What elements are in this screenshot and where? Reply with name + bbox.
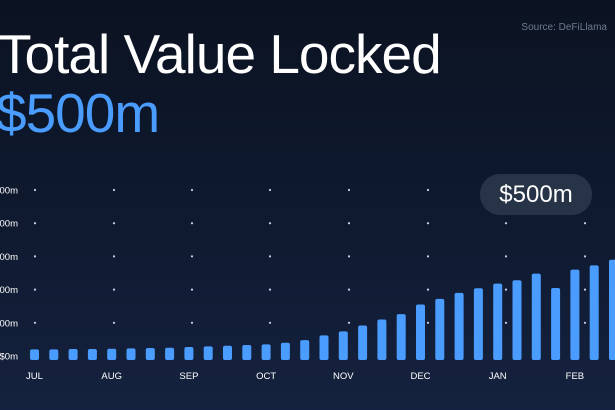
- headline-value: $500m: [0, 82, 160, 144]
- grid-dot: [347, 222, 351, 225]
- bar: [68, 349, 78, 360]
- bar: [589, 265, 599, 360]
- bar: [280, 342, 290, 360]
- x-tick-label: SEP: [179, 371, 198, 382]
- bar: [493, 283, 503, 360]
- grid-dot: [33, 321, 37, 324]
- grid-dot: [112, 288, 116, 291]
- bar: [49, 349, 59, 360]
- grid-dot: [583, 288, 587, 291]
- y-tick-label: 00m: [0, 219, 18, 230]
- grid-dot: [112, 255, 116, 258]
- bar: [396, 314, 406, 360]
- bar: [570, 269, 580, 360]
- value-callout: $500m: [480, 174, 592, 215]
- grid-dot: [33, 222, 37, 225]
- grid-dot: [190, 255, 194, 258]
- bar: [203, 346, 213, 360]
- x-tick-label: DEC: [410, 371, 430, 382]
- bar: [107, 348, 117, 360]
- grid-dot: [190, 188, 194, 192]
- bar: [609, 259, 615, 360]
- bar: [184, 347, 194, 360]
- grid-dot: [268, 321, 272, 324]
- bar: [300, 340, 310, 360]
- grid-dot: [112, 188, 116, 192]
- bar: [261, 344, 271, 360]
- grid-dot: [504, 222, 508, 225]
- x-tick-label: NOV: [333, 371, 354, 382]
- bar: [338, 331, 348, 360]
- x-tick-label: FEB: [566, 371, 584, 382]
- grid-dot: [426, 321, 430, 324]
- grid-dot: [347, 321, 351, 324]
- y-tick-label: 00m: [0, 186, 18, 197]
- bar: [242, 345, 252, 360]
- bar: [87, 349, 97, 360]
- grid-dot: [33, 188, 37, 192]
- bar: [454, 292, 464, 360]
- grid-dot: [426, 288, 430, 291]
- bar: [223, 345, 232, 360]
- grid-dot: [583, 321, 587, 324]
- grid-dot: [190, 321, 194, 324]
- bar: [551, 287, 561, 360]
- grid-dot: [347, 288, 351, 291]
- grid-dot: [504, 255, 508, 258]
- source-label: Source: DeFiLlama: [521, 22, 607, 33]
- bar: [319, 335, 329, 360]
- grid-dot: [504, 321, 508, 324]
- x-tick-label: JAN: [489, 371, 507, 382]
- grid-dot: [347, 188, 351, 192]
- bar: [531, 273, 541, 360]
- bar: [512, 280, 522, 360]
- grid-dot: [112, 222, 116, 225]
- x-tick-label: AUG: [101, 371, 122, 382]
- x-tick-label: JUL: [26, 371, 43, 382]
- grid-dot: [426, 255, 430, 258]
- bar: [377, 319, 387, 360]
- bar: [435, 298, 445, 360]
- page-title: Total Value Locked: [0, 23, 442, 85]
- grid-dot: [268, 222, 272, 225]
- bar: [473, 288, 483, 360]
- bar: [30, 349, 39, 360]
- grid-dot: [190, 222, 194, 225]
- grid-dot: [268, 288, 272, 291]
- grid-dot: [112, 321, 116, 324]
- grid-dot: [583, 222, 587, 225]
- grid-dot: [33, 255, 37, 258]
- bar: [165, 347, 175, 360]
- grid-dot: [426, 222, 430, 225]
- bar: [145, 348, 155, 360]
- grid-dot: [268, 255, 272, 258]
- grid-dot: [504, 288, 508, 291]
- grid-dot: [268, 188, 272, 192]
- bar: [358, 325, 368, 360]
- bar: [416, 304, 425, 360]
- grid-dot: [583, 255, 587, 258]
- y-tick-label: $0m: [0, 352, 18, 363]
- grid-dot: [190, 288, 194, 291]
- y-tick-label: 00m: [0, 252, 18, 263]
- x-tick-label: OCT: [256, 371, 276, 382]
- y-tick-label: 00m: [0, 318, 18, 329]
- grid-dot: [426, 188, 430, 192]
- bar: [126, 348, 136, 360]
- grid-dot: [33, 288, 37, 291]
- y-tick-label: 00m: [0, 285, 18, 296]
- grid-dot: [347, 255, 351, 258]
